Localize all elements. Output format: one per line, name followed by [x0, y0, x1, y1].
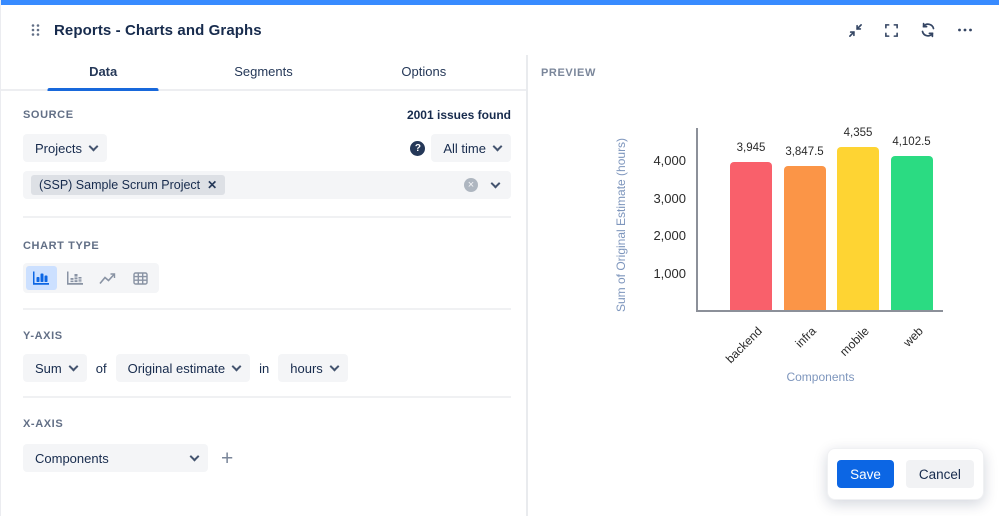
y-field-dropdown[interactable]: Original estimate	[115, 354, 251, 382]
section-divider	[23, 308, 511, 310]
project-select-field[interactable]: (SSP) Sample Scrum Project ✕ ×	[23, 171, 511, 199]
tab-segments[interactable]: Segments	[183, 55, 343, 89]
source-type-value: Projects	[35, 140, 82, 156]
time-range-value: All time	[443, 140, 486, 156]
gadget-accent-bar	[1, 0, 999, 5]
chart-bar-backend	[730, 162, 772, 310]
tag-remove-icon[interactable]: ✕	[207, 178, 218, 192]
fullscreen-icon[interactable]	[882, 21, 901, 40]
unit-value: hours	[290, 360, 323, 376]
y-axis-section-label: Y-AXIS	[23, 330, 63, 342]
bar-value-label: 4,355	[843, 126, 873, 139]
unit-dropdown[interactable]: hours	[278, 354, 348, 382]
drag-handle-icon[interactable]	[31, 23, 40, 37]
x-axis-title: Components	[786, 370, 855, 384]
help-icon[interactable]: ?	[410, 140, 426, 156]
chevron-down-icon	[189, 451, 200, 461]
stacked-bar-chart-icon[interactable]	[59, 266, 90, 290]
chevron-down-icon	[88, 141, 99, 151]
save-cancel-card: Save Cancel	[827, 448, 984, 500]
refresh-icon[interactable]	[918, 20, 938, 40]
chevron-down-icon	[329, 361, 340, 371]
chart-bar-web	[890, 156, 933, 310]
gadget-content: Data Segments Options SOURCE 2001 issues…	[1, 55, 999, 516]
chevron-down-icon	[68, 361, 79, 371]
add-x-axis-icon[interactable]: +	[217, 448, 237, 469]
chart-type-section-label: CHART TYPE	[23, 240, 100, 252]
plot-area: Components 1,000 2,000 3,000 4,000 3,945 back…	[653, 126, 943, 384]
preview-chart: Sum of Original Estimate (hours) Compone…	[614, 126, 943, 384]
source-section-label: SOURCE	[23, 109, 74, 121]
collapse-icon[interactable]	[846, 21, 865, 40]
line-chart-icon[interactable]	[92, 266, 123, 290]
chart-bar-infra	[783, 165, 826, 310]
source-type-dropdown[interactable]: Projects	[23, 134, 107, 162]
of-text: of	[95, 360, 107, 376]
in-text: in	[259, 360, 270, 376]
table-icon[interactable]	[125, 266, 156, 290]
y-tick-label: 2,000	[653, 228, 686, 243]
bar-value-label: 3,847.5	[785, 145, 824, 158]
bar-value-label: 4,102.5	[892, 136, 931, 149]
x-field-value: Components	[35, 450, 109, 466]
config-panel: Data Segments Options SOURCE 2001 issues…	[1, 55, 528, 516]
bar-chart-icon[interactable]	[26, 266, 57, 290]
aggregation-dropdown[interactable]: Sum	[23, 354, 87, 382]
section-divider	[23, 216, 511, 218]
gadget-title: Reports - Charts and Graphs	[54, 21, 262, 39]
clear-selection-icon[interactable]: ×	[464, 178, 478, 192]
y-tick-label: 4,000	[653, 153, 686, 168]
cancel-button[interactable]: Cancel	[905, 460, 974, 488]
section-divider	[23, 396, 511, 398]
project-tag-label: (SSP) Sample Scrum Project	[39, 178, 201, 192]
preview-section-label: PREVIEW	[541, 67, 596, 79]
chevron-down-icon	[492, 141, 503, 151]
issues-found-count: 2001 issues found	[406, 108, 511, 122]
time-range-dropdown[interactable]: All time	[431, 134, 511, 162]
save-button[interactable]: Save	[837, 460, 894, 488]
y-tick-label: 1,000	[653, 265, 686, 281]
aggregation-value: Sum	[35, 360, 62, 376]
x-field-dropdown[interactable]: Components	[23, 444, 208, 472]
chart-type-group	[23, 263, 159, 293]
tab-bar: Data Segments Options	[1, 55, 526, 91]
project-tag: (SSP) Sample Scrum Project ✕	[31, 175, 226, 195]
tab-options[interactable]: Options	[344, 55, 504, 89]
y-field-value: Original estimate	[127, 360, 226, 376]
chevron-down-icon	[490, 178, 501, 188]
tab-data[interactable]: Data	[23, 55, 183, 89]
chevron-down-icon	[231, 361, 242, 371]
y-axis-title: Sum of Original Estimate (hours)	[614, 137, 628, 312]
more-icon[interactable]	[955, 21, 975, 39]
y-tick-label: 3,000	[653, 190, 686, 206]
header-actions	[846, 20, 975, 40]
preview-panel: PREVIEW Sum of Original Estimate (hours)…	[528, 55, 999, 516]
gadget-header: Reports - Charts and Graphs	[1, 5, 999, 55]
chart-bar-mobile	[837, 146, 879, 310]
bar-value-label: 3,945	[736, 142, 766, 155]
config-panel-body: SOURCE 2001 issues found Projects ? All …	[1, 91, 526, 516]
x-axis-section-label: X-AXIS	[23, 418, 64, 430]
